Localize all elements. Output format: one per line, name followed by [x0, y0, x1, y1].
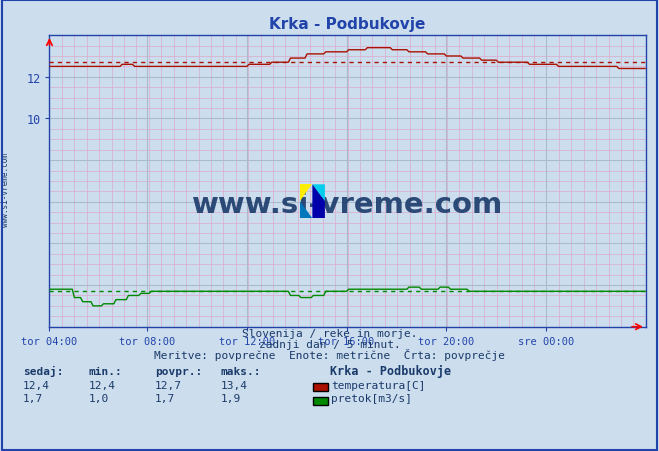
- Text: Krka - Podbukovje: Krka - Podbukovje: [330, 364, 451, 377]
- Polygon shape: [312, 185, 325, 219]
- Text: 13,4: 13,4: [221, 380, 248, 390]
- Polygon shape: [312, 185, 325, 202]
- Polygon shape: [300, 185, 312, 202]
- Text: 1,0: 1,0: [89, 393, 109, 403]
- Text: Meritve: povprečne  Enote: metrične  Črta: povprečje: Meritve: povprečne Enote: metrične Črta:…: [154, 349, 505, 360]
- Text: zadnji dan / 5 minut.: zadnji dan / 5 minut.: [258, 339, 401, 349]
- Title: Krka - Podbukovje: Krka - Podbukovje: [270, 17, 426, 32]
- Text: pretok[m3/s]: pretok[m3/s]: [331, 393, 412, 403]
- Text: www.si-vreme.com: www.si-vreme.com: [1, 152, 10, 226]
- Text: sedaj:: sedaj:: [23, 365, 63, 376]
- Text: Slovenija / reke in morje.: Slovenija / reke in morje.: [242, 328, 417, 338]
- Text: 1,7: 1,7: [23, 393, 43, 403]
- Text: www.si-vreme.com: www.si-vreme.com: [192, 191, 503, 219]
- Polygon shape: [300, 202, 312, 219]
- Text: 1,7: 1,7: [155, 393, 175, 403]
- Text: 12,4: 12,4: [23, 380, 50, 390]
- Text: min.:: min.:: [89, 366, 123, 376]
- Text: temperatura[C]: temperatura[C]: [331, 380, 425, 390]
- Text: 12,4: 12,4: [89, 380, 116, 390]
- Text: 12,7: 12,7: [155, 380, 182, 390]
- Text: 1,9: 1,9: [221, 393, 241, 403]
- Text: povpr.:: povpr.:: [155, 366, 202, 376]
- Text: maks.:: maks.:: [221, 366, 261, 376]
